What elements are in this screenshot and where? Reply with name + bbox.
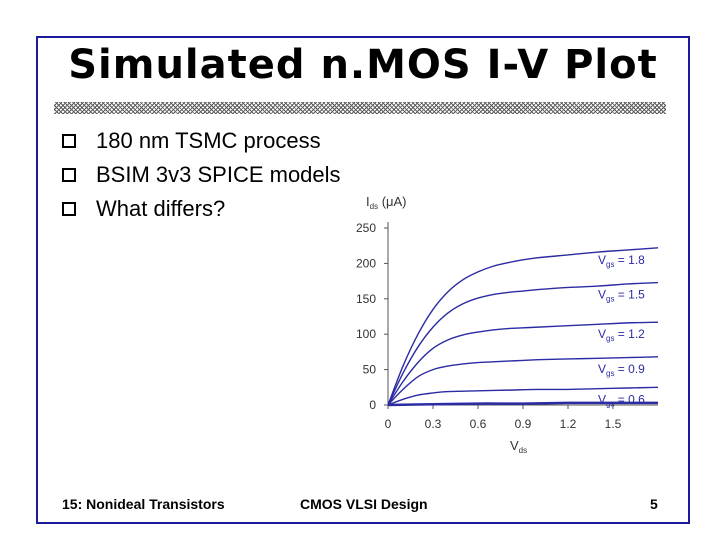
bullet-text: BSIM 3v3 SPICE models [96, 162, 341, 187]
y-tick-label: 250 [356, 221, 376, 235]
y-tick-label: 150 [356, 292, 376, 306]
vgs-series-label: Vgs = 0.9 [598, 362, 645, 378]
vgs-series-label: Vgs = 1.2 [598, 327, 645, 343]
checkbox-bullet-icon [62, 202, 76, 216]
slide-frame [36, 36, 690, 524]
bullet-text: 180 nm TSMC process [96, 128, 321, 153]
y-tick-label: 200 [356, 256, 376, 270]
x-tick-label: 0.9 [515, 417, 532, 431]
footer-course: 15: Nonideal Transistors [62, 496, 225, 512]
y-axis-label: Ids (μA) [366, 194, 407, 211]
vgs-series-label: Vgs = 1.5 [598, 288, 645, 304]
x-tick-label: 0.6 [470, 417, 487, 431]
x-tick-label: 0 [385, 417, 392, 431]
x-tick-label: 1.5 [605, 417, 622, 431]
iv-curve [387, 281, 659, 406]
bullet-text: What differs? [96, 196, 226, 221]
bullet-item: What differs? [62, 192, 341, 226]
footer-page-number: 5 [650, 496, 658, 512]
vgs-series-label: Vgs = 0.6 [598, 392, 645, 408]
slide-title: Simulated n.MOS I-V Plot [68, 42, 658, 88]
iv-curve [387, 321, 659, 406]
y-tick-label: 50 [363, 363, 377, 377]
footer-title: CMOS VLSI Design [300, 496, 428, 512]
iv-chart: Ids (μA) Vds 250 200 150 100 50 00 0.3 0.6 0.9 1.… [356, 194, 659, 455]
bullet-item: 180 nm TSMC process [62, 124, 341, 158]
x-axis-label: Vds [510, 438, 527, 455]
iv-curve [387, 356, 659, 406]
iv-curve [387, 401, 658, 407]
bullet-list: 180 nm TSMC process BSIM 3v3 SPICE model… [62, 124, 341, 226]
checkbox-bullet-icon [62, 134, 76, 148]
title-divider [54, 102, 666, 114]
y-tick-label: 100 [356, 327, 376, 341]
iv-curve [387, 247, 659, 406]
iv-curve [387, 386, 659, 406]
vgs-series-label: Vgs = 1.8 [598, 253, 645, 269]
bullet-item: BSIM 3v3 SPICE models [62, 158, 341, 192]
checkbox-bullet-icon [62, 168, 76, 182]
x-tick-label: 1.2 [560, 417, 577, 431]
x-tick-label: 0.3 [425, 417, 442, 431]
y-tick-label: 0 [369, 398, 376, 412]
